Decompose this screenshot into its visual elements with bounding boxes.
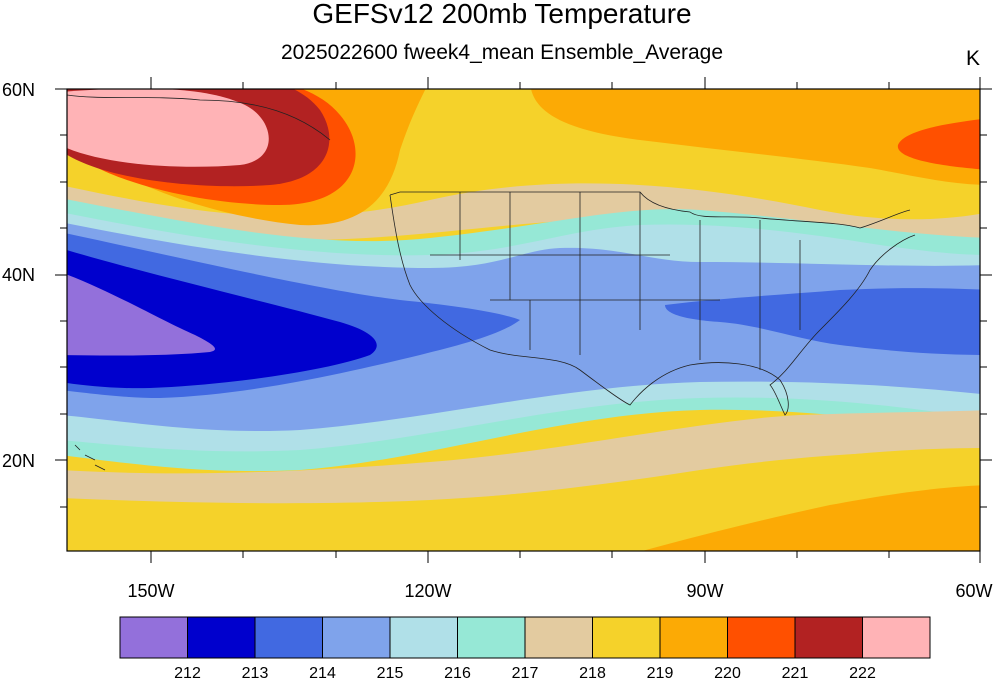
colorbar-swatch [727, 616, 796, 659]
colorbar-swatch [592, 616, 661, 659]
band-221-northeast [897, 119, 980, 170]
map-subtitle: 2025022600 fweek4_mean Ensemble_Average [280, 41, 724, 64]
colorbar-tick-label: 217 [511, 665, 539, 682]
colorbar-swatch [862, 616, 931, 659]
colorbar-swatch [119, 616, 188, 659]
colorbar-tick-label: 216 [444, 665, 471, 682]
colorbar-swatch [254, 616, 323, 659]
colorbar [119, 616, 931, 659]
colorbar-tick-label: 213 [241, 665, 269, 682]
colorbar-swatch [457, 616, 526, 659]
lon-label-120w: 120W [404, 581, 452, 601]
lat-label-60n: 60N [2, 80, 36, 100]
lat-label-40n: 40N [2, 265, 36, 285]
lon-label-90w: 90W [686, 581, 724, 601]
band-214-east [665, 288, 980, 355]
band-223-northwest [67, 89, 269, 167]
colorbar-tick-label: 215 [376, 665, 404, 682]
colorbar-swatch [389, 616, 458, 659]
lat-label-20n: 20N [2, 451, 36, 471]
colorbar-swatch [794, 616, 863, 659]
colorbar-tick-label: 221 [781, 665, 809, 682]
map-title: GEFSv12 200mb Temperature [312, 0, 692, 29]
band-220-northeast [531, 89, 980, 185]
units-label: K [966, 47, 981, 70]
colorbar-tick-label: 222 [849, 665, 876, 682]
band-218-south [67, 410, 980, 505]
colorbar-tick-label: 214 [309, 665, 336, 682]
colorbar-swatch [322, 616, 391, 659]
axis-ticks [55, 77, 992, 563]
colorbar-tick-label: 218 [579, 665, 606, 682]
map-frame [66, 88, 981, 552]
band-218-north [67, 183, 980, 245]
colorbar-swatch [524, 616, 593, 659]
band-220-south [642, 485, 980, 551]
colorbar-swatch [659, 616, 728, 659]
colorbar-swatch [187, 616, 256, 659]
lon-label-150w: 150W [127, 581, 175, 601]
temperature-field [67, 89, 980, 551]
colorbar-tick-label: 220 [714, 665, 741, 682]
band-212-west [67, 274, 215, 356]
colorbar-tick-label: 212 [174, 665, 201, 682]
lon-label-60w: 60W [955, 581, 993, 601]
coastline-outline [67, 94, 916, 471]
colorbar-tick-label: 219 [646, 665, 674, 682]
